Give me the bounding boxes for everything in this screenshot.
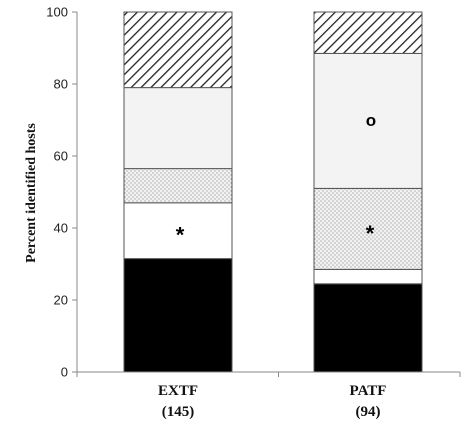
- bar-segment-solid-black: [313, 283, 423, 373]
- x-category-label: EXTF: [158, 383, 198, 399]
- bars: [123, 11, 423, 373]
- bar-segment-diagonal-hatch: [123, 11, 233, 89]
- x-category-count: (94): [356, 404, 381, 420]
- bar-segment-diagonal-hatch: [313, 11, 423, 54]
- significance-asterisk: *: [366, 221, 375, 246]
- bar-segment-solid-black: [123, 258, 233, 373]
- bar-segment-dotted: [123, 168, 233, 204]
- x-category-label: PATF: [350, 383, 387, 399]
- bar-segment-white: [313, 268, 423, 285]
- annotations: * * o: [176, 111, 376, 248]
- y-tick-label: 20: [54, 293, 68, 308]
- y-tick-label: 80: [54, 77, 68, 92]
- y-tick-label: 0: [61, 365, 68, 380]
- y-tick-label: 60: [54, 149, 68, 164]
- y-tick-label: 100: [46, 5, 68, 20]
- significance-circle: o: [366, 111, 376, 130]
- bar-segment-light-gray: [123, 87, 233, 170]
- y-axis: 0 20 40 60 80 100: [46, 5, 78, 380]
- significance-asterisk: *: [176, 223, 185, 248]
- x-axis: EXTF (145) PATF (94): [76, 371, 461, 420]
- bar-segment-dotted: [313, 187, 423, 270]
- bar-segment-light-gray: [313, 52, 423, 189]
- y-tick-label: 40: [54, 221, 68, 236]
- y-axis-title: Percent identified hosts: [24, 123, 39, 263]
- bar-segment-white: [123, 202, 233, 260]
- x-category-count: (145): [162, 404, 195, 420]
